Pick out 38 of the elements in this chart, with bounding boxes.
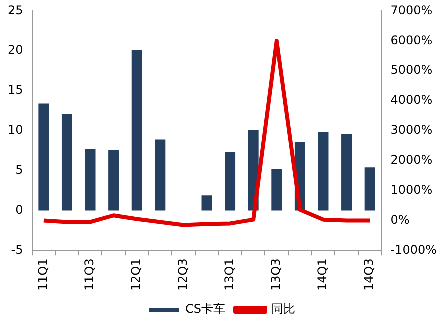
legend-label: CS卡车: [186, 302, 226, 316]
bar: [225, 152, 236, 211]
x-tick-label: 14Q3: [362, 258, 376, 292]
y2-tick-label: 7000%: [390, 3, 433, 18]
y-tick-label: 0: [16, 202, 24, 217]
y-tick-label: 20: [8, 43, 24, 58]
y2-tick-label: -1000%: [390, 242, 438, 257]
y-tick-label: 25: [8, 3, 24, 18]
y2-tick-label: 4000%: [390, 93, 433, 108]
x-tick-label: 12Q1: [129, 258, 144, 292]
bar: [132, 50, 142, 211]
bar: [272, 169, 282, 211]
x-tick-label: 13Q3: [269, 258, 284, 292]
x-tick-label: 11Q3: [82, 258, 97, 292]
bar: [342, 134, 352, 211]
y2-tick-label: 0%: [390, 212, 410, 227]
y2-tick-label: 3000%: [390, 123, 433, 138]
y2-tick-label: 5000%: [390, 63, 433, 78]
y2-tick-label: 6000%: [390, 33, 433, 48]
bar: [202, 196, 212, 211]
bar: [85, 149, 96, 211]
bar: [318, 132, 329, 211]
y2-tick-label: 2000%: [390, 152, 433, 167]
y2-tick-label: 1000%: [390, 182, 433, 197]
x-tick-label: 12Q3: [176, 258, 190, 292]
bar: [364, 168, 376, 211]
y-tick-label: 15: [8, 83, 24, 98]
x-tick-label: 14Q1: [316, 258, 330, 292]
y-tick-label: 10: [8, 123, 24, 138]
bar: [62, 114, 72, 211]
y-tick-label: 5: [16, 162, 24, 177]
x-tick-label: 13Q1: [222, 258, 236, 292]
x-tick-label: 11Q1: [36, 258, 50, 292]
bar: [108, 150, 120, 211]
bar: [155, 140, 166, 211]
bar: [38, 104, 50, 211]
legend-label: 同比: [272, 302, 296, 316]
y-tick-label: -5: [11, 242, 24, 257]
